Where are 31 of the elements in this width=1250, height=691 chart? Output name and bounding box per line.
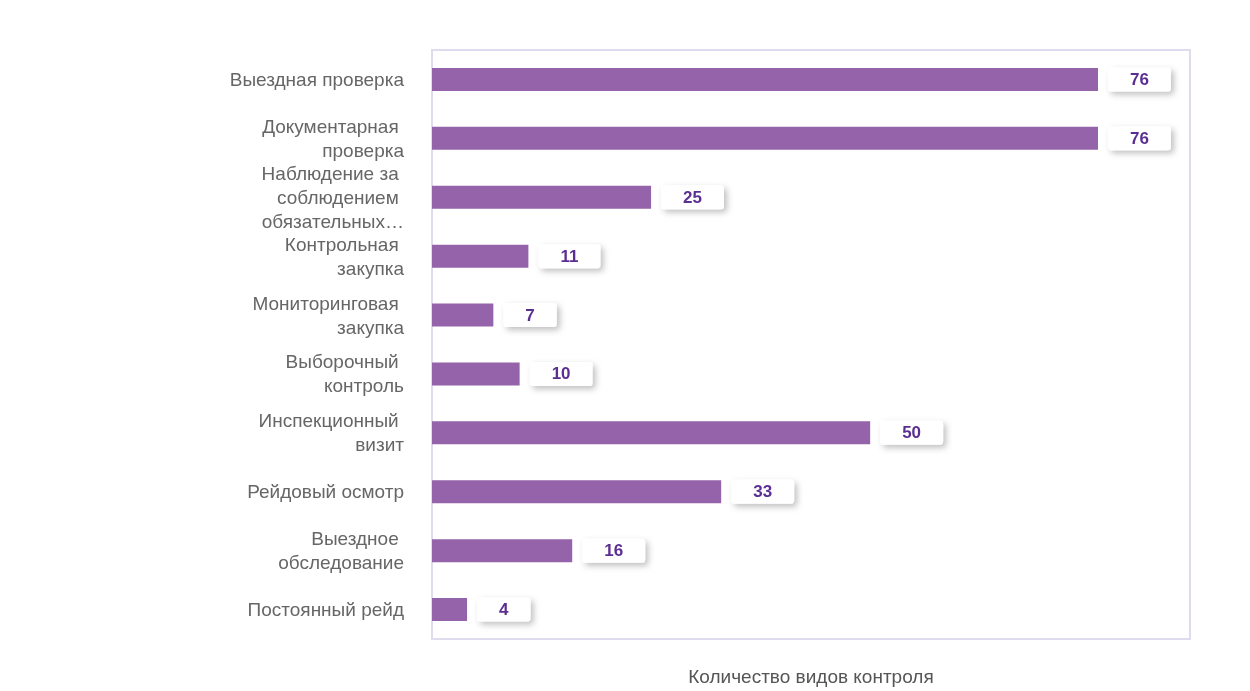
data-label: 16 [604,541,624,561]
y-tick-label: Выездная проверка [229,68,405,90]
y-tick-label: Мониторинговая закупка [252,292,405,338]
y-tick-label: Выездное обследование [278,528,404,574]
bar [432,244,529,268]
y-tick-label: Контрольная закупка [284,233,405,279]
data-label: 33 [753,482,773,502]
y-tick-label: Выборочный контроль [285,351,405,397]
data-label: 10 [551,364,571,384]
bar [432,126,1098,150]
data-label: 4 [499,600,510,620]
data-label: 7 [525,305,535,325]
bar [432,67,1098,91]
data-label: 76 [1129,128,1149,148]
bar [432,362,520,386]
y-tick-label: Документарная проверка [262,115,405,161]
y-tick-label: Рейдовый осмотр [247,481,404,503]
bar [432,539,573,563]
data-label: 11 [560,246,579,266]
bar [432,421,871,445]
data-label: 76 [1129,69,1149,89]
y-tick-label: Постоянный рейд [247,599,404,621]
y-tick-label: Инспекционный визит [258,410,405,456]
bar [432,185,652,209]
data-label: 25 [683,187,702,207]
bar [432,303,494,327]
x-axis-title: Количество видов контроля [688,666,934,687]
bar [432,598,468,622]
data-label: 50 [902,423,922,443]
y-tick-label: Наблюдение за соблюдением обязательных… [261,162,404,232]
bar [432,480,722,504]
